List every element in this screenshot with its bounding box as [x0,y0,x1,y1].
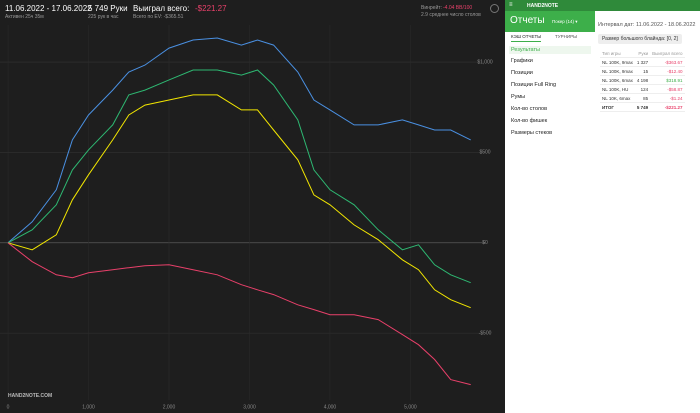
results-table: Тип игры Руки Выиграл всего NL 100K, 9max 1 … [600,49,685,112]
title-bar [505,11,595,32]
menu-item[interactable]: Графики [511,58,533,64]
cell: -$1.24 [650,93,685,103]
cell: -$12.40 [650,66,685,76]
graph-panel: 11.06.2022 - 17.06.2022 Активен 25ч 35м … [0,4,499,411]
cell: -$363.67 [650,57,685,67]
x-tick-label: 1,000 [82,404,95,410]
series-line [7,69,471,284]
winrate-value: -4.04 BB/100 [443,5,473,11]
column-header: Выиграл всего [650,49,685,58]
interval[interactable]: Интервал дат: 11.06.2022 - 18.06.2022 [598,22,696,28]
period: 11.06.2022 - 17.06.2022 [5,4,92,13]
x-tick-label: 3,000 [243,404,256,410]
table-row: NL 10K, 6max 85 -$1.24 [600,93,685,103]
table-row: NL 100K, 9max 1 327 -$363.67 [600,57,685,67]
tab[interactable]: КЭШ ОТЧЕТЫ [511,34,542,42]
cell: NL 100K, 9max [600,57,635,67]
menu-item[interactable]: Кол-во фишек [511,118,548,124]
x-tick-label: 4,000 [324,404,337,410]
column-header: Руки [634,49,651,58]
y-tick-label: $1,000 [477,59,493,65]
active: Активен 25ч 35м [5,14,44,20]
table-row: NL 100K, HU 124 -$58.87 [600,84,685,94]
won-value: -$221.27 [195,4,227,13]
cell: 4 198 [634,75,651,85]
rate: 225 рук в час [88,14,119,20]
menu-item[interactable]: Результаты [509,46,591,54]
logo: HAND2NOTE.COM [8,393,53,399]
cell: 15 [634,66,651,76]
cell: NL 100K, HU [600,84,635,94]
table-header: Тип игры Руки Выиграл всего [600,49,685,58]
cell: 85 [634,93,651,103]
winrate-label: Винрейт: [421,5,442,11]
title: Отчеты [510,15,545,26]
ev: Всего по EV: -$365.51 [133,14,184,20]
game[interactable]: Покер (14) ▾ [552,19,578,24]
x-tick-label: 5,000 [404,404,417,410]
cell: -$221.27 [650,102,685,112]
series-line [7,94,471,309]
brand: HAND2NOTE [527,3,559,9]
cell: 1 327 [634,57,651,67]
table-row: ИТОГ 5 749 -$221.27 [600,102,685,112]
cell: $318.91 [650,75,685,85]
brand-bar [505,0,700,11]
cell: NL 100K, 9max [600,66,635,76]
menu-item[interactable]: Позиции Full Ring [511,82,557,88]
y-tick-label: $500 [479,150,490,156]
filter-chip[interactable]: Размер большого блайнда: [0, 2] [598,34,682,44]
x-tick-label: 2,000 [163,404,176,410]
tab[interactable]: ТУРНИРЫ [555,34,578,39]
cell: 5 749 [634,102,651,112]
chart: -$500 $0 $500 $1,000 0 1,000 2,000 3,000 4,000 5,… [0,25,493,410]
table-row: NL 100K, 6max 4 198 $318.91 [600,75,685,85]
series-line [7,242,471,386]
y-tick-label: $0 [482,240,488,246]
menu-item[interactable]: Размеры стеков [511,130,553,136]
x-tick-label: 0 [7,404,10,410]
cell: NL 10K, 6max [600,93,635,103]
y-tick-label: -$500 [479,330,492,336]
hands: 5 749 Руки [88,4,128,13]
menu-item[interactable]: Кол-во столов [511,106,548,112]
cell: NL 100K, 6max [600,75,635,85]
menu-icon[interactable]: ≡ [509,2,513,8]
cell: ИТОГ [600,102,635,112]
series-line [7,37,471,244]
cell: 124 [634,84,651,94]
table-row: NL 100K, 9max 15 -$12.40 [600,66,685,76]
menu-item[interactable]: Позиции [511,70,533,76]
menu-item[interactable]: Румы [511,94,526,100]
won-label: Выиграл всего: [133,4,190,13]
cell: -$58.87 [650,84,685,94]
column-header: Тип игры [600,49,635,58]
reports-panel: ≡ HAND2NOTE Отчеты Покер (14) ▾ КЭШ ОТЧЕ… [505,0,700,413]
settings-icon[interactable] [490,4,499,13]
tables: 2.9 среднее число столов [421,12,481,18]
